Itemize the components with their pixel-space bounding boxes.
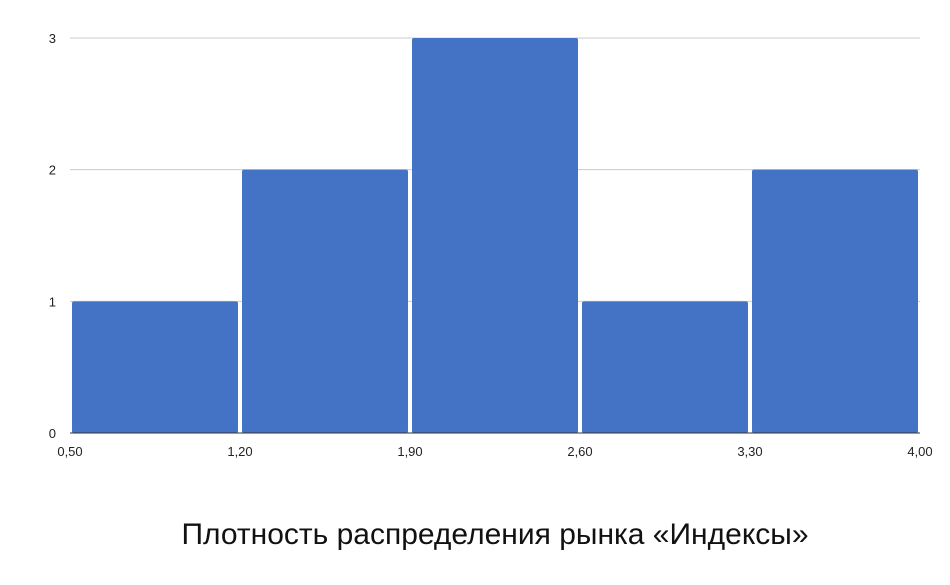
x-tick-labels: 0,50 1,20 1,90 2,60 3,30 4,00 <box>57 444 932 459</box>
x-tick-label: 4,00 <box>907 444 932 459</box>
bars <box>72 38 918 433</box>
histogram-bar <box>242 169 408 433</box>
x-tick-label: 1,90 <box>397 444 422 459</box>
histogram-chart: 0 1 2 3 0,50 1,20 1,90 2,60 3,30 4,00 <box>49 31 933 459</box>
x-tick-label: 3,30 <box>737 444 762 459</box>
y-tick-labels: 0 1 2 3 <box>49 31 56 441</box>
chart-title: Плотность распределения рынка «Индексы» <box>181 518 809 551</box>
histogram-bar <box>582 301 748 433</box>
y-tick-label: 1 <box>49 294 56 309</box>
histogram-bar <box>412 38 578 433</box>
y-tick-label: 3 <box>49 31 56 46</box>
x-tick-label: 1,20 <box>227 444 252 459</box>
x-tick-label: 0,50 <box>57 444 82 459</box>
histogram-bar <box>72 301 238 433</box>
y-tick-label: 2 <box>49 163 56 178</box>
histogram-bar <box>752 169 918 433</box>
y-tick-label: 0 <box>49 426 56 441</box>
x-tick-label: 2,60 <box>567 444 592 459</box>
